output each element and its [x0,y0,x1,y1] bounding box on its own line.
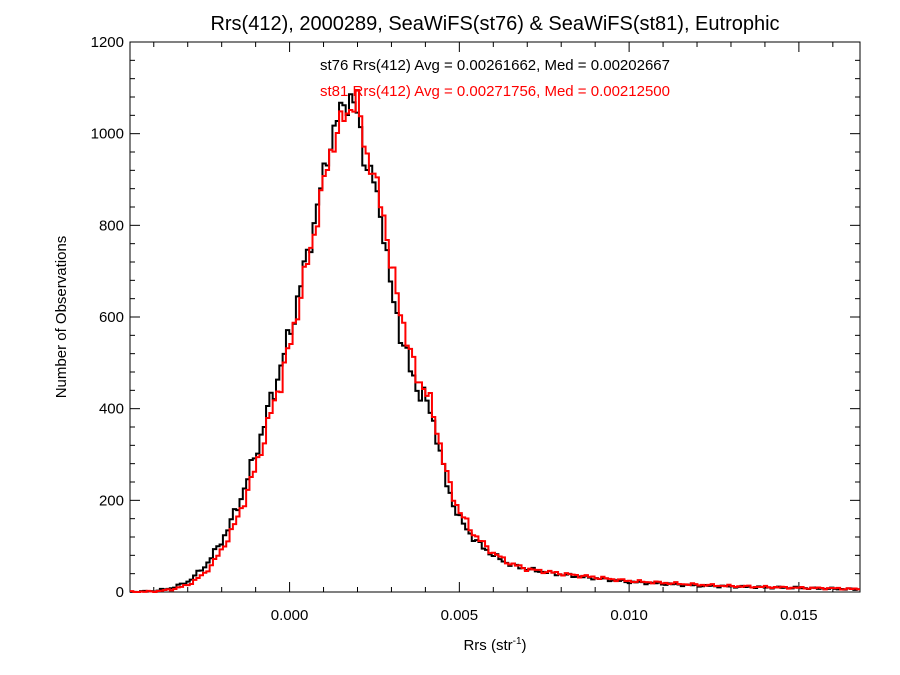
y-tick-label: 1200 [91,34,124,51]
annotation-st76-stats: st76 Rrs(412) Avg = 0.00261662, Med = 0.… [320,57,670,74]
x-axis: 0.000 0.005 0.010 0.015 [153,42,834,624]
series-layer [130,89,860,593]
y-tick-label: 400 [99,401,124,418]
x-axis-label-close: ) [522,637,527,654]
histogram-series-1 [130,89,860,593]
y-tick-label: 1000 [91,126,124,143]
annotation-st81-stats: st81 Rrs(412) Avg = 0.00271756, Med = 0.… [320,83,670,100]
y-tick-label: 200 [99,492,124,509]
x-tick-label: 0.005 [441,607,479,624]
x-tick-label: 0.010 [610,607,648,624]
x-tick-label: 0.000 [271,607,309,624]
y-tick-label: 800 [99,217,124,234]
x-axis-label: Rrs (str-1) [463,636,526,654]
chart-title: Rrs(412), 2000289, SeaWiFS(st76) & SeaWi… [210,13,779,35]
y-axis: 0 200 400 600 800 1000 1200 [91,34,860,601]
x-axis-label-base: Rrs (str [463,637,512,654]
y-tick-label: 0 [116,584,124,601]
y-tick-label: 600 [99,309,124,326]
x-tick-label: 0.015 [780,607,818,624]
y-axis-label: Number of Observations [53,236,70,399]
x-axis-label-superscript: -1 [513,636,522,647]
